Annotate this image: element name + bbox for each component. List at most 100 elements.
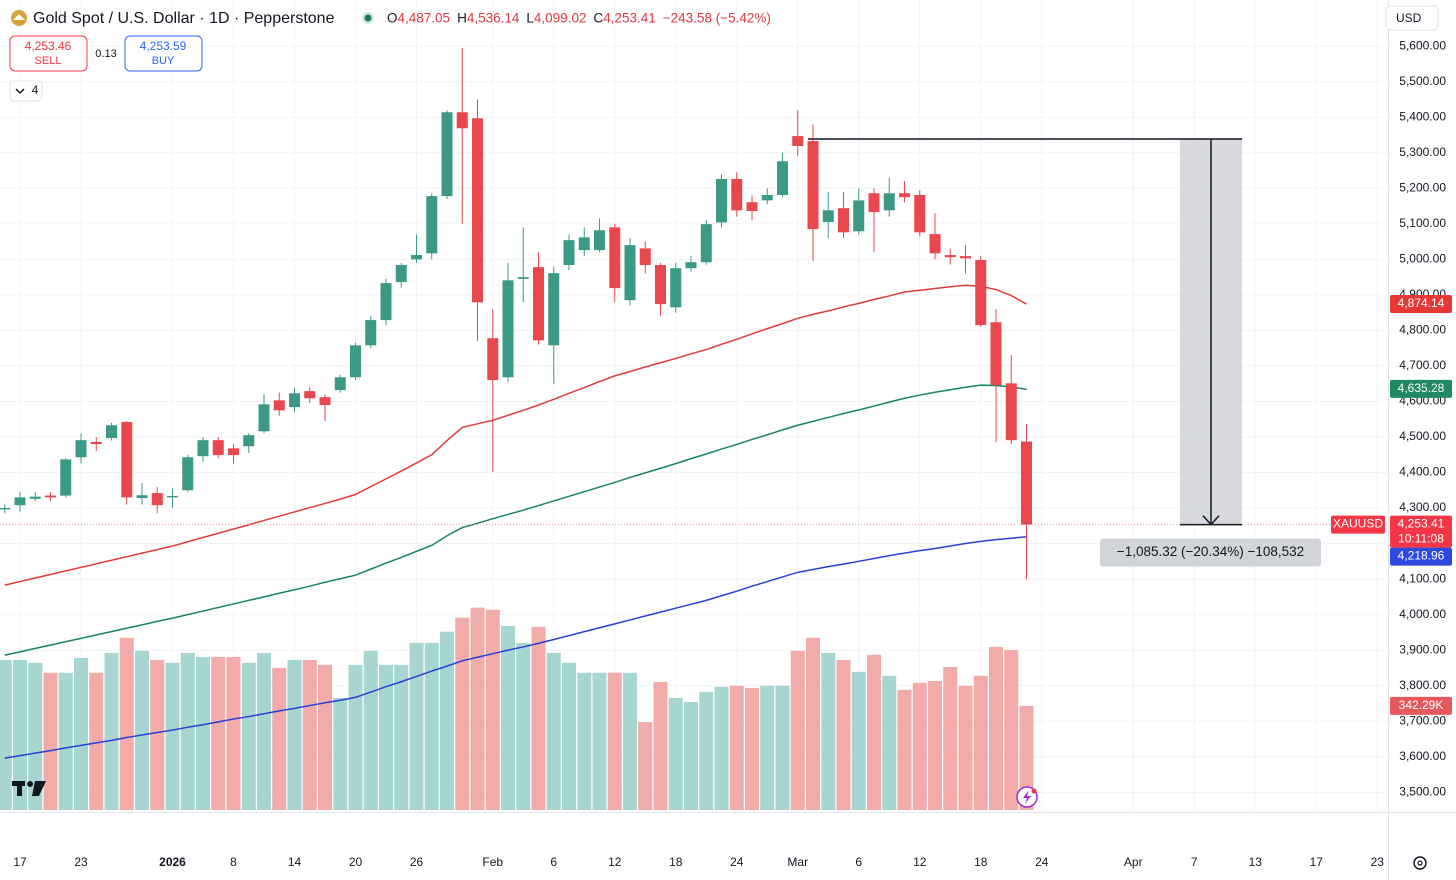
- x-tick-label: 26: [410, 855, 424, 869]
- y-tick-label: 4,300.00: [1399, 500, 1446, 514]
- candle-body: [319, 397, 331, 405]
- y-tick-label: 4,400.00: [1399, 465, 1446, 479]
- settings-icon[interactable]: [1413, 856, 1427, 870]
- volume-bar: [821, 652, 836, 810]
- volume-bar: [729, 685, 744, 810]
- sell-label: SELL: [35, 55, 62, 67]
- moving-average: [4, 536, 1027, 759]
- sell-box[interactable]: [9, 35, 88, 72]
- currency-box[interactable]: [1385, 5, 1439, 31]
- y-tick-label: 3,500.00: [1399, 784, 1446, 798]
- x-tick-label: 17: [13, 855, 27, 869]
- indicators-box[interactable]: [9, 80, 43, 102]
- candle-body: [365, 320, 377, 346]
- buy-price: 4,253.59: [140, 39, 187, 53]
- y-tick-label: 4,500.00: [1399, 429, 1446, 443]
- volume-bar: [150, 659, 165, 810]
- ohlc-value: 4,487.05: [398, 11, 451, 26]
- candle-body: [944, 255, 956, 258]
- volume-bar: [1019, 705, 1034, 810]
- volume-bar: [440, 631, 454, 810]
- candle-body: [548, 273, 560, 346]
- symbol-icon-mark: [13, 14, 25, 20]
- x-tick-label: 24: [730, 855, 744, 869]
- candle-body: [426, 196, 438, 254]
- y-tick-label: 4,800.00: [1399, 323, 1446, 337]
- candle-body: [334, 377, 346, 391]
- settings-button[interactable]: [1413, 856, 1427, 870]
- volume-bar: [577, 672, 592, 810]
- x-tick-label: 6: [550, 855, 557, 869]
- ohlc-legend: O 4,487.05 H 4,536.14 L 4,099.02 C 4,253.41 −243…: [387, 11, 771, 26]
- volume-bar: [653, 681, 668, 810]
- candle-body: [212, 440, 224, 456]
- candle-body: [868, 193, 880, 213]
- x-tick-label: 24: [1035, 855, 1049, 869]
- ohlc-key: L: [526, 11, 534, 26]
- candle-body: [411, 255, 422, 260]
- sell-button[interactable]: 4,253.46 SELL: [9, 35, 88, 72]
- y-tick-label: 3,800.00: [1399, 678, 1446, 692]
- y-tick-label: 3,700.00: [1399, 713, 1446, 727]
- lightning-button[interactable]: [1016, 786, 1038, 808]
- y-tick-label: 3,900.00: [1399, 642, 1446, 656]
- x-tick-label: 18: [669, 855, 683, 869]
- candle-body: [624, 245, 636, 301]
- volume-tag: [1390, 696, 1452, 715]
- volume-bar: [958, 685, 973, 810]
- candle-body: [655, 265, 666, 305]
- volume-bar: [485, 609, 500, 810]
- time-axis-bg: [0, 812, 1388, 880]
- y-tick-label: 5,600.00: [1399, 38, 1446, 52]
- volume-bar: [592, 672, 607, 810]
- x-tick-label: 13: [1249, 855, 1263, 869]
- ohlc-key: O: [387, 11, 398, 26]
- volume-bar: [211, 656, 226, 810]
- candle-body: [792, 136, 804, 147]
- y-tick-label: 4,700.00: [1399, 358, 1446, 372]
- candle-body: [45, 495, 56, 498]
- logo-part: [17, 781, 22, 796]
- volume-bar: [790, 650, 805, 810]
- volume-bar: [668, 698, 683, 810]
- candle-body: [578, 237, 590, 251]
- chevron-icon: [15, 88, 25, 95]
- buy-box[interactable]: [124, 35, 203, 72]
- tv-logo: [12, 781, 46, 796]
- currency-button[interactable]: USD: [1385, 5, 1439, 31]
- volume-bar: [531, 626, 546, 810]
- volume-bar: [546, 652, 561, 810]
- y-tick-label: 4,000.00: [1399, 607, 1446, 621]
- spread: 0.13: [95, 48, 116, 60]
- logo-part: [32, 781, 46, 796]
- volume-bar: [836, 659, 851, 810]
- volume-bar: [607, 672, 622, 810]
- candle-body: [75, 440, 87, 458]
- candle-body: [487, 338, 499, 381]
- volume-bar: [912, 682, 927, 810]
- candle-body: [990, 322, 1002, 386]
- candle-body: [121, 422, 133, 498]
- candle-body: [853, 200, 865, 232]
- indicators-toggle[interactable]: 4: [9, 80, 43, 102]
- volume-bar: [638, 722, 653, 810]
- sell-price: 4,253.46: [25, 39, 72, 53]
- x-tick-label: 7: [1191, 855, 1198, 869]
- volume-bar: [58, 672, 73, 810]
- measure-label: −1,085.32 (−20.34%) −108,532: [1117, 544, 1304, 559]
- symbol-title[interactable]: Gold Spot / U.S. Dollar · 1D · Peppersto…: [33, 10, 335, 27]
- candle-body: [899, 193, 910, 198]
- x-tick-label: Feb: [482, 855, 503, 869]
- volume-bar: [516, 642, 531, 810]
- countdown: 10:11:08: [1398, 532, 1444, 546]
- candle-body: [929, 234, 941, 254]
- lightning-dot: [1031, 788, 1037, 794]
- candle-body: [456, 112, 468, 129]
- buy-button[interactable]: 4,253.59 BUY: [124, 35, 203, 72]
- currency: USD: [1396, 11, 1422, 25]
- y-tick-label: 5,200.00: [1399, 180, 1446, 194]
- candle-body: [106, 425, 117, 439]
- candle-body: [822, 210, 834, 223]
